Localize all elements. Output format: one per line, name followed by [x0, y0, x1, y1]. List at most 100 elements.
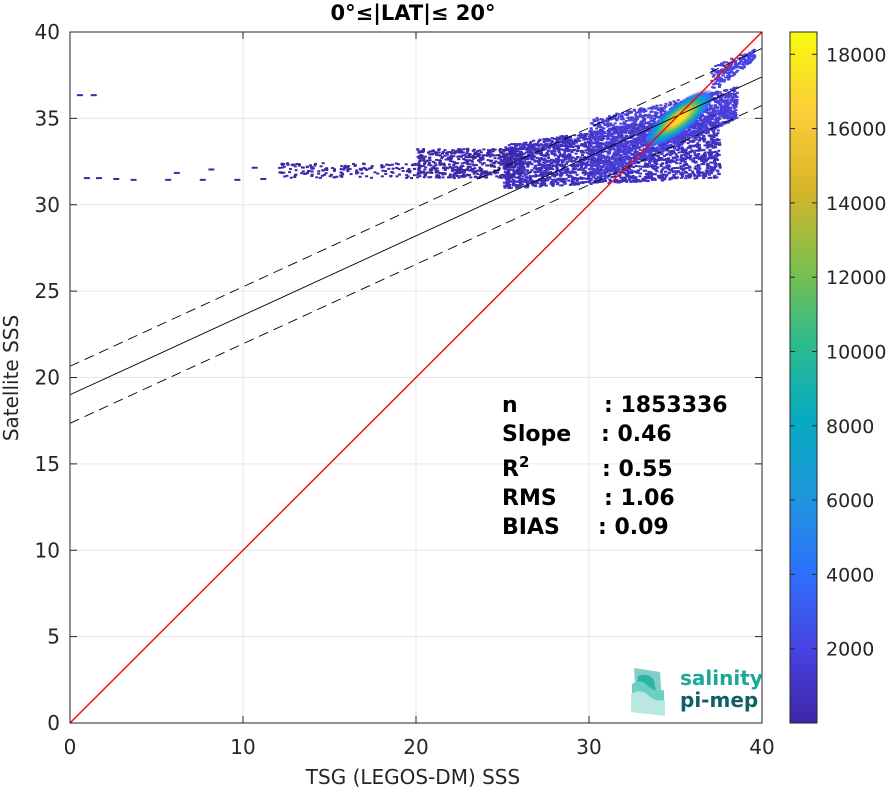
density-cell — [727, 114, 731, 117]
density-cell — [564, 168, 568, 171]
density-cell — [610, 170, 614, 173]
density-cell — [631, 146, 635, 149]
density-cell — [454, 150, 458, 153]
density-cell — [631, 129, 635, 132]
density-cell — [683, 137, 687, 140]
density-cell — [695, 177, 699, 180]
density-cell — [599, 125, 603, 128]
density-cell — [627, 176, 631, 179]
density-cell — [546, 167, 550, 170]
density-cell — [594, 148, 598, 151]
density-cell — [644, 162, 648, 165]
density-cell — [695, 122, 699, 125]
density-cell — [561, 137, 565, 140]
density-cell — [679, 142, 683, 145]
density-cell — [441, 176, 445, 179]
density-cell — [608, 128, 612, 131]
density-cell — [525, 161, 529, 164]
density-cell — [668, 154, 672, 157]
density-cell — [667, 104, 671, 107]
density-cell — [723, 89, 727, 92]
density-cell — [525, 157, 529, 160]
density-cell — [600, 173, 604, 176]
density-cell — [628, 124, 632, 127]
density-cell — [688, 136, 692, 139]
density-cell — [714, 119, 718, 122]
density-cell — [604, 168, 608, 171]
density-cell — [459, 155, 463, 158]
density-cell — [502, 156, 506, 159]
density-cell — [701, 157, 705, 160]
density-cell — [681, 136, 685, 139]
density-cell — [545, 151, 549, 154]
density-cell — [310, 170, 314, 173]
density-cell — [700, 158, 704, 161]
density-cell — [653, 114, 657, 117]
density-cell — [669, 159, 673, 162]
density-cell — [512, 175, 516, 178]
density-cell — [712, 156, 716, 159]
density-cell — [446, 151, 450, 154]
density-cell — [698, 127, 702, 130]
density-cell — [682, 140, 686, 143]
density-cell — [429, 164, 433, 167]
density-cell — [637, 115, 641, 118]
density-cell — [623, 123, 627, 126]
density-cell — [706, 121, 710, 124]
density-cell — [589, 149, 593, 152]
density-cell — [532, 139, 536, 142]
density-cell — [589, 154, 593, 157]
density-cell — [656, 146, 660, 149]
density-cell — [467, 155, 471, 158]
density-cell — [641, 127, 645, 130]
density-cell — [360, 168, 364, 171]
density-cell — [652, 105, 656, 108]
density-cell — [615, 179, 619, 182]
density-cell — [390, 170, 394, 173]
density-cell — [622, 156, 626, 159]
density-cell — [733, 73, 737, 76]
density-cell — [568, 148, 572, 151]
density-cell — [710, 112, 714, 115]
density-cell — [602, 164, 606, 167]
density-cell — [619, 126, 623, 129]
density-cell — [667, 172, 671, 175]
density-cell — [654, 167, 658, 170]
density-cell — [507, 159, 511, 162]
density-cell — [447, 163, 451, 166]
density-cell — [615, 168, 619, 171]
density-cell — [589, 144, 593, 147]
density-cell — [712, 175, 716, 178]
density-cell — [606, 141, 610, 144]
density-cell — [631, 134, 635, 137]
density-cell — [681, 167, 685, 170]
density-cell — [440, 163, 444, 166]
density-cell — [471, 157, 475, 160]
density-cell — [521, 175, 525, 178]
density-cell — [527, 151, 531, 154]
density-cell — [601, 156, 605, 159]
density-cell — [511, 178, 515, 181]
density-cell — [612, 154, 616, 157]
density-cell — [638, 115, 642, 118]
density-cell — [547, 156, 551, 159]
density-cell — [649, 150, 653, 153]
density-cell — [704, 174, 708, 177]
density-cell — [615, 154, 619, 157]
density-cell — [422, 176, 426, 179]
density-cell — [579, 150, 583, 153]
density-cell — [515, 162, 519, 165]
density-cell — [588, 158, 592, 161]
density-cell — [639, 143, 643, 146]
density-cell — [528, 149, 532, 152]
density-cell — [591, 157, 595, 160]
density-cell — [665, 174, 669, 177]
density-cell — [286, 163, 290, 166]
density-cell — [317, 170, 321, 173]
density-cell — [630, 122, 634, 125]
density-cell — [638, 113, 642, 116]
density-cell — [600, 145, 604, 148]
density-cell — [410, 177, 414, 180]
density-cell — [587, 135, 591, 138]
density-cell — [473, 153, 477, 156]
